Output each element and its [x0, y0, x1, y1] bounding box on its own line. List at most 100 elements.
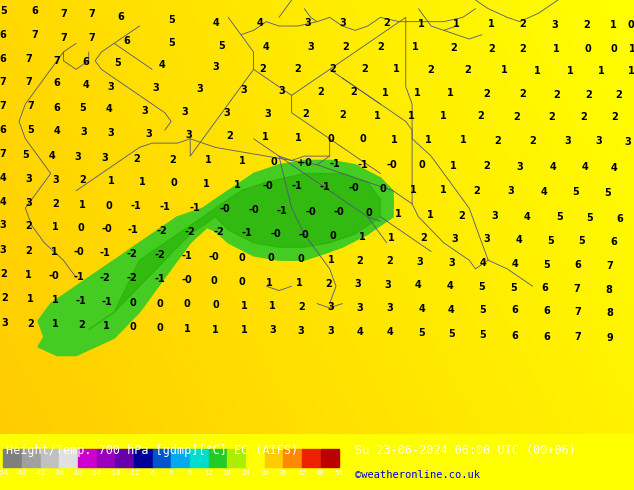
- Text: -54: -54: [0, 470, 9, 476]
- Text: 3: 3: [339, 18, 346, 27]
- Text: -1: -1: [76, 296, 86, 306]
- Text: 4: 4: [611, 163, 617, 173]
- Text: 2: 2: [387, 256, 393, 267]
- Text: -2: -2: [100, 272, 110, 283]
- Text: 2: 2: [302, 109, 309, 120]
- Text: 2: 2: [325, 279, 332, 289]
- Text: 5: 5: [22, 150, 29, 160]
- Text: 1: 1: [239, 156, 245, 166]
- Text: 6: 6: [117, 12, 124, 23]
- Text: 1: 1: [418, 19, 425, 29]
- Text: 4: 4: [512, 259, 518, 269]
- Text: 2: 2: [25, 245, 32, 256]
- Text: 1: 1: [295, 133, 301, 143]
- Text: 7: 7: [0, 101, 6, 111]
- Text: 5: 5: [27, 125, 34, 135]
- Text: 4: 4: [448, 305, 455, 315]
- Text: 1: 1: [598, 66, 604, 76]
- Text: 3: 3: [385, 280, 391, 290]
- Text: 6: 6: [542, 283, 548, 294]
- Text: 1: 1: [53, 295, 59, 305]
- Text: 4: 4: [82, 79, 89, 90]
- Text: 1: 1: [534, 66, 541, 76]
- Text: 4: 4: [0, 173, 6, 183]
- Text: -2: -2: [127, 249, 137, 259]
- Text: 3: 3: [357, 303, 363, 313]
- Text: 3: 3: [25, 198, 32, 208]
- Text: 1: 1: [450, 161, 456, 171]
- Text: 0: 0: [628, 20, 634, 30]
- Text: 0: 0: [184, 299, 190, 309]
- Text: 3: 3: [186, 130, 192, 140]
- Text: 3: 3: [624, 137, 631, 147]
- Text: -1: -1: [101, 297, 112, 307]
- Text: -1: -1: [74, 271, 84, 282]
- Text: -36: -36: [53, 470, 65, 476]
- Text: 0: 0: [169, 470, 174, 476]
- Text: 1: 1: [427, 210, 433, 220]
- Text: Su 23-06-2024 06:00 UTC (00+06): Su 23-06-2024 06:00 UTC (00+06): [355, 444, 576, 457]
- Text: 0: 0: [418, 160, 425, 170]
- Text: 6: 6: [575, 260, 581, 270]
- Text: 0: 0: [171, 178, 178, 188]
- Text: -0: -0: [306, 207, 316, 217]
- Text: 1: 1: [441, 111, 447, 121]
- Text: 2: 2: [495, 136, 501, 146]
- Text: 7: 7: [25, 53, 32, 64]
- Text: 3: 3: [564, 136, 571, 146]
- Text: 7: 7: [0, 77, 6, 87]
- Text: -1: -1: [277, 206, 287, 216]
- Text: 0: 0: [239, 277, 245, 287]
- Text: 3: 3: [552, 20, 558, 30]
- Polygon shape: [89, 173, 380, 330]
- Text: 6: 6: [0, 30, 6, 40]
- Text: 2: 2: [377, 42, 384, 52]
- Text: 2: 2: [548, 112, 555, 122]
- Text: 6: 6: [543, 332, 550, 342]
- Bar: [59, 449, 78, 467]
- Text: 2: 2: [477, 111, 484, 121]
- Text: 3: 3: [517, 162, 523, 172]
- Text: 48: 48: [316, 470, 325, 476]
- Text: 4: 4: [158, 60, 165, 70]
- Bar: [264, 449, 283, 467]
- Text: 3: 3: [507, 186, 514, 196]
- Text: 3: 3: [81, 127, 87, 137]
- Text: 36: 36: [279, 470, 288, 476]
- Bar: [22, 449, 41, 467]
- Text: -2: -2: [155, 250, 165, 260]
- Text: -0: -0: [209, 252, 219, 262]
- Text: 6: 6: [188, 470, 192, 476]
- Text: +0: +0: [297, 158, 312, 168]
- Text: 8: 8: [605, 285, 612, 294]
- Text: 1: 1: [630, 44, 634, 53]
- Text: 3: 3: [212, 62, 219, 72]
- Text: 3: 3: [387, 303, 393, 313]
- Text: 2: 2: [553, 90, 560, 99]
- Text: 2: 2: [580, 112, 586, 122]
- Text: 1: 1: [501, 65, 507, 75]
- Polygon shape: [203, 160, 393, 260]
- Text: 2: 2: [465, 65, 471, 75]
- Text: 7: 7: [575, 307, 581, 317]
- Text: 2: 2: [384, 18, 390, 27]
- Text: 6: 6: [0, 53, 6, 64]
- Text: 9: 9: [607, 333, 613, 343]
- Text: -0: -0: [101, 224, 112, 234]
- Text: 2: 2: [0, 269, 6, 279]
- Text: 2: 2: [260, 64, 266, 74]
- Text: 1: 1: [25, 270, 32, 280]
- Text: -30: -30: [72, 470, 84, 476]
- Text: 1: 1: [51, 246, 57, 257]
- Text: 1: 1: [212, 324, 219, 335]
- Bar: [3, 449, 22, 467]
- Text: -1: -1: [292, 181, 302, 192]
- Text: -1: -1: [128, 225, 138, 235]
- Text: -0: -0: [262, 181, 273, 191]
- Text: 2: 2: [428, 65, 434, 75]
- Text: 2: 2: [298, 301, 304, 312]
- Text: 3: 3: [152, 83, 158, 93]
- Text: 1: 1: [393, 64, 399, 74]
- Text: -1: -1: [242, 228, 252, 238]
- Text: 3: 3: [0, 245, 6, 255]
